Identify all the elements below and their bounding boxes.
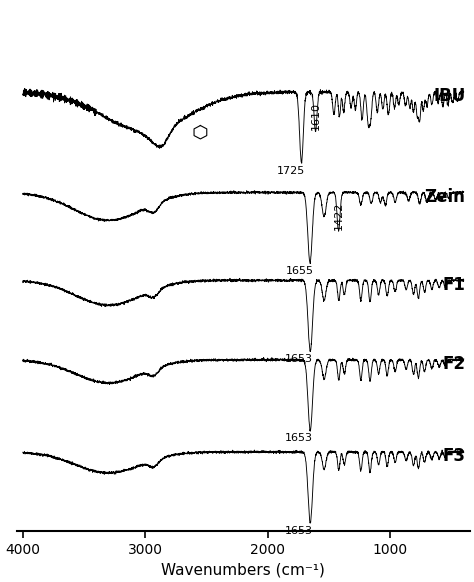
Text: 1725: 1725 [277,166,305,176]
Text: 1653: 1653 [285,433,313,443]
Text: Zein: Zein [425,187,465,205]
Text: IBU: IBU [433,87,465,105]
Text: 1422: 1422 [334,201,344,229]
Text: 1653: 1653 [285,354,313,364]
Text: F2: F2 [443,355,465,373]
Text: 1653: 1653 [285,526,313,536]
X-axis label: Wavenumbers (cm⁻¹): Wavenumbers (cm⁻¹) [161,563,325,578]
Text: F1: F1 [443,275,465,293]
Text: 1655: 1655 [286,266,314,276]
Text: isobutyl-benzene-CH(CH₃)-COOH: isobutyl-benzene-CH(CH₃)-COOH [149,133,252,138]
Text: 1610: 1610 [310,102,320,130]
Text: F3: F3 [443,447,465,465]
